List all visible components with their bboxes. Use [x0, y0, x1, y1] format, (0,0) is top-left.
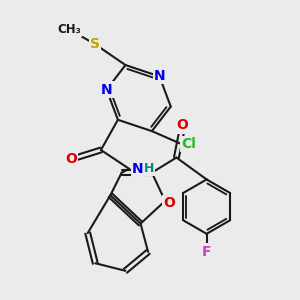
Text: H: H: [144, 162, 154, 176]
Text: O: O: [176, 118, 188, 133]
Text: Cl: Cl: [182, 137, 196, 151]
Text: S: S: [90, 37, 100, 51]
Text: N: N: [101, 82, 112, 97]
Text: F: F: [202, 244, 211, 259]
Text: N: N: [154, 69, 165, 83]
Text: CH₃: CH₃: [57, 23, 81, 36]
Text: O: O: [163, 196, 175, 210]
Text: O: O: [65, 152, 77, 167]
Text: N: N: [132, 162, 143, 176]
